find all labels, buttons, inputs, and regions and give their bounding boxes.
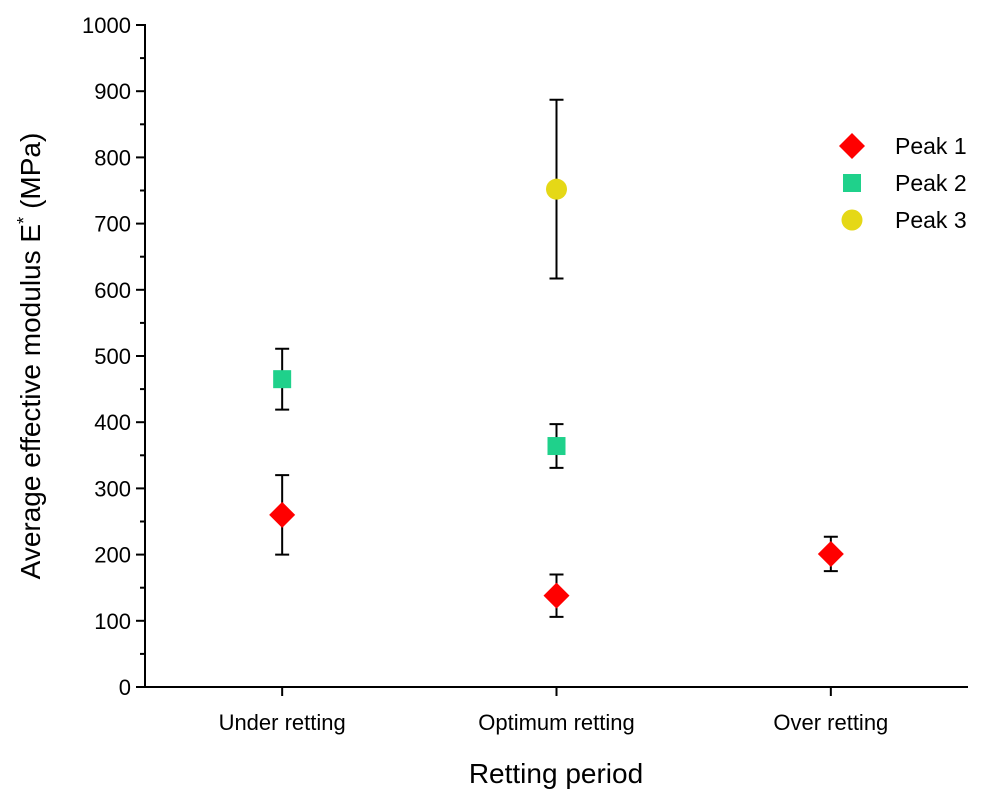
x-tick-label: Over retting: [773, 710, 888, 735]
legend-marker: [841, 209, 863, 231]
y-tick-label: 600: [94, 278, 131, 303]
marker: [817, 540, 844, 567]
legend-marker: [843, 174, 861, 192]
marker: [547, 437, 566, 456]
legend-label: Peak 3: [895, 207, 967, 233]
y-axis-title-superscript: *: [14, 217, 34, 224]
y-axis-title-unit: (MPa): [15, 133, 46, 209]
legend-marker: [839, 133, 865, 159]
y-tick-label: 400: [94, 410, 131, 435]
y-tick-label: 1000: [82, 13, 131, 38]
x-tick-label: Optimum retting: [478, 710, 635, 735]
y-tick-label: 700: [94, 212, 131, 237]
marker: [273, 370, 292, 389]
y-axis-title: Average effective modulus E* (MPa): [14, 133, 46, 580]
legend-label: Peak 1: [895, 133, 967, 159]
y-tick-label: 200: [94, 543, 131, 568]
marker: [543, 582, 570, 609]
y-tick-label: 0: [119, 675, 131, 700]
y-axis-title-text: Average effective modulus E: [15, 224, 46, 579]
x-tick-label: Under retting: [219, 710, 346, 735]
y-tick-label: 900: [94, 79, 131, 104]
y-tick-label: 100: [94, 609, 131, 634]
marker: [269, 501, 296, 528]
x-axis-title: Retting period: [469, 758, 643, 789]
y-tick-label: 800: [94, 145, 131, 170]
marker: [546, 178, 567, 200]
legend-label: Peak 2: [895, 170, 967, 196]
y-tick-label: 300: [94, 476, 131, 501]
y-tick-label: 500: [94, 344, 131, 369]
